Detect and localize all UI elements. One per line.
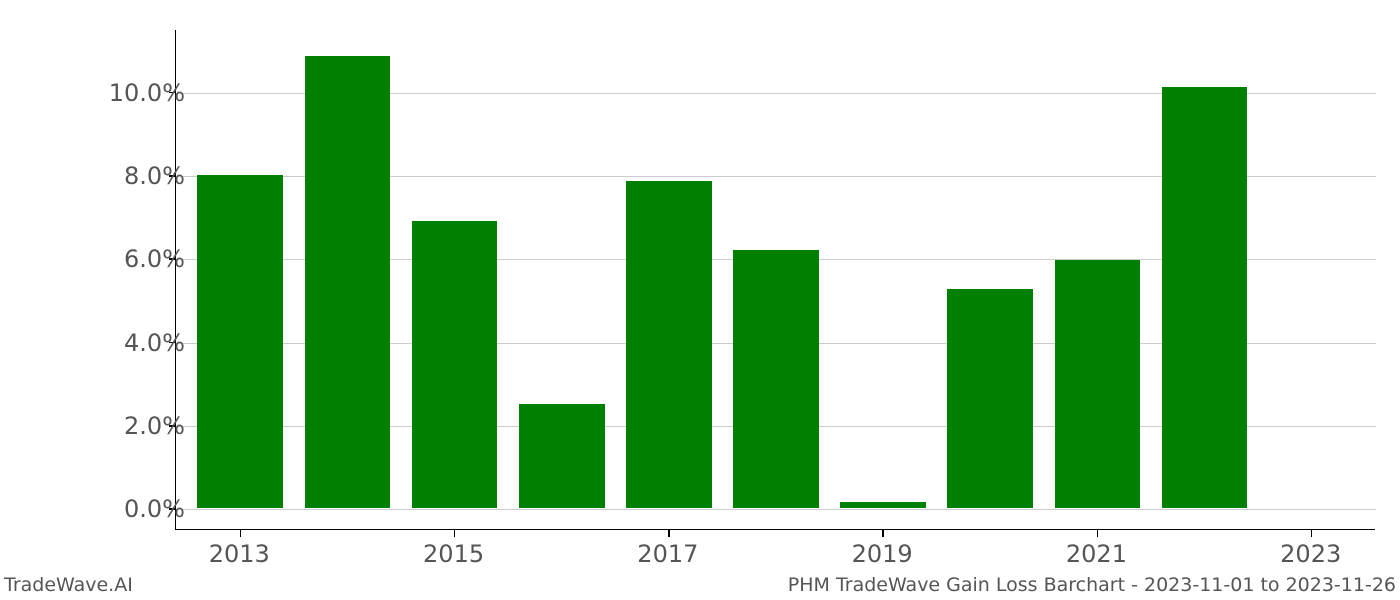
bar bbox=[1055, 260, 1141, 508]
xtick-mark bbox=[454, 530, 456, 537]
xtick-mark bbox=[240, 530, 242, 537]
ytick-label: 4.0% bbox=[35, 329, 185, 357]
chart-container bbox=[175, 30, 1375, 530]
bar bbox=[519, 404, 605, 508]
ytick-label: 0.0% bbox=[35, 495, 185, 523]
bar bbox=[305, 56, 391, 508]
bar bbox=[197, 175, 283, 508]
xtick-mark bbox=[1097, 530, 1099, 537]
gridline bbox=[176, 509, 1376, 510]
xtick-label: 2019 bbox=[852, 540, 913, 568]
xtick-mark bbox=[1311, 530, 1313, 537]
footer-right-text: PHM TradeWave Gain Loss Barchart - 2023-… bbox=[788, 574, 1396, 596]
bar bbox=[947, 289, 1033, 508]
xtick-label: 2023 bbox=[1280, 540, 1341, 568]
footer-left-text: TradeWave.AI bbox=[4, 574, 133, 596]
bar bbox=[1162, 87, 1248, 508]
xtick-label: 2017 bbox=[637, 540, 698, 568]
ytick-label: 8.0% bbox=[35, 162, 185, 190]
bar bbox=[412, 221, 498, 509]
xtick-mark bbox=[882, 530, 884, 537]
ytick-label: 6.0% bbox=[35, 245, 185, 273]
xtick-label: 2015 bbox=[423, 540, 484, 568]
plot-area bbox=[175, 30, 1375, 530]
ytick-label: 10.0% bbox=[35, 79, 185, 107]
bar bbox=[840, 502, 926, 508]
ytick-label: 2.0% bbox=[35, 412, 185, 440]
xtick-label: 2021 bbox=[1066, 540, 1127, 568]
xtick-label: 2013 bbox=[209, 540, 270, 568]
bar bbox=[733, 250, 819, 508]
xtick-mark bbox=[668, 530, 670, 537]
bar bbox=[626, 181, 712, 508]
